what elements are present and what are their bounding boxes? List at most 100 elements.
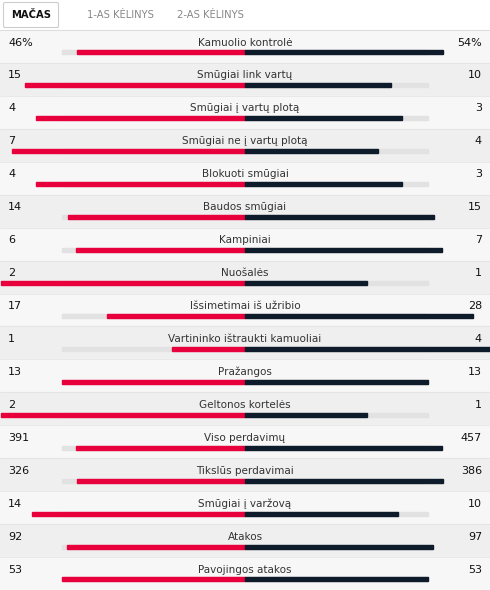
Bar — [36, 182, 245, 186]
Text: Pražangos: Pražangos — [218, 366, 272, 377]
Text: 2: 2 — [8, 400, 15, 410]
Bar — [1, 413, 245, 417]
Bar — [1, 281, 245, 285]
Bar — [0, 392, 490, 425]
Bar — [12, 149, 245, 153]
Bar — [62, 545, 428, 549]
Bar — [62, 380, 428, 384]
Text: 14: 14 — [8, 499, 22, 509]
Text: 15: 15 — [8, 70, 22, 80]
Bar — [0, 96, 490, 129]
Text: 97: 97 — [468, 532, 482, 542]
Bar — [0, 30, 490, 63]
Bar — [0, 294, 490, 326]
Bar — [62, 445, 428, 450]
Bar — [245, 478, 443, 483]
Bar — [76, 50, 245, 54]
Bar — [77, 478, 245, 483]
Bar — [245, 83, 392, 87]
Text: 391: 391 — [8, 433, 29, 443]
Text: Nuošalės: Nuošalės — [221, 268, 269, 278]
Bar — [245, 413, 367, 417]
Text: Išsimetimai iš užribio: Išsimetimai iš užribio — [190, 301, 300, 311]
FancyBboxPatch shape — [3, 2, 58, 28]
Bar — [62, 314, 428, 318]
Text: 457: 457 — [461, 433, 482, 443]
Bar — [36, 116, 245, 120]
Bar — [67, 545, 245, 549]
Bar — [62, 578, 245, 582]
Bar — [62, 347, 428, 351]
Bar — [245, 182, 402, 186]
Bar — [0, 557, 490, 590]
Bar — [62, 478, 428, 483]
Bar — [245, 116, 402, 120]
Bar — [68, 215, 245, 219]
Bar — [245, 512, 397, 516]
Text: 13: 13 — [8, 367, 22, 377]
Text: Smūgiai ne į vartų plotą: Smūgiai ne į vartų plotą — [182, 136, 308, 146]
Text: Viso perdavimų: Viso perdavimų — [204, 433, 286, 443]
Text: 46%: 46% — [8, 38, 33, 48]
Text: 10: 10 — [468, 70, 482, 80]
Bar — [31, 512, 245, 516]
Bar — [0, 0, 490, 30]
Bar — [0, 261, 490, 294]
Text: 17: 17 — [8, 301, 22, 311]
Bar — [0, 129, 490, 162]
Bar — [76, 445, 245, 450]
Bar — [245, 215, 434, 219]
Text: 4: 4 — [8, 169, 15, 179]
Text: 2-AS KĖLINYS: 2-AS KĖLINYS — [176, 10, 244, 20]
Bar — [0, 425, 490, 458]
Bar — [172, 347, 245, 351]
Text: 1: 1 — [8, 334, 15, 344]
Text: Kampiniai: Kampiniai — [219, 235, 271, 245]
Text: 13: 13 — [468, 367, 482, 377]
Bar — [245, 545, 433, 549]
Bar — [62, 50, 428, 54]
Bar — [245, 281, 367, 285]
Bar — [62, 380, 245, 384]
Bar — [62, 512, 428, 516]
Text: 386: 386 — [461, 466, 482, 476]
Bar — [245, 314, 473, 318]
Bar — [107, 314, 245, 318]
Bar — [245, 248, 442, 252]
Bar — [0, 228, 490, 261]
Text: 15: 15 — [468, 202, 482, 212]
Bar — [245, 149, 378, 153]
Bar — [62, 116, 428, 120]
Text: Atakos: Atakos — [227, 532, 263, 542]
Text: 54%: 54% — [457, 38, 482, 48]
Text: Blokuoti smūgiai: Blokuoti smūgiai — [201, 169, 289, 179]
Bar — [245, 445, 442, 450]
Text: 53: 53 — [8, 565, 22, 575]
Text: 14: 14 — [8, 202, 22, 212]
Text: 3: 3 — [475, 169, 482, 179]
Bar — [245, 578, 428, 582]
Bar — [62, 149, 428, 153]
Text: Vartininko ištraukti kamuoliai: Vartininko ištraukti kamuoliai — [169, 334, 321, 344]
Bar — [0, 359, 490, 392]
Text: 1: 1 — [475, 400, 482, 410]
Bar — [0, 491, 490, 524]
Bar — [25, 83, 245, 87]
Text: Smūgiai į varžovą: Smūgiai į varžovą — [198, 499, 292, 509]
Text: Smūgiai į vartų plotą: Smūgiai į vartų plotą — [191, 103, 299, 113]
Text: 28: 28 — [468, 301, 482, 311]
Text: 53: 53 — [468, 565, 482, 575]
Text: Pavojingos atakos: Pavojingos atakos — [198, 565, 292, 575]
Text: Tikslūs perdavimai: Tikslūs perdavimai — [196, 466, 294, 476]
Text: Baudos smūgiai: Baudos smūgiai — [203, 202, 287, 212]
Text: Smūgiai link vartų: Smūgiai link vartų — [197, 70, 293, 80]
Text: MAČAS: MAČAS — [11, 10, 51, 20]
Bar — [62, 578, 428, 582]
Bar — [62, 413, 428, 417]
Bar — [245, 380, 428, 384]
Text: 2: 2 — [8, 268, 15, 278]
Bar — [0, 162, 490, 195]
Bar — [245, 50, 442, 54]
Text: 4: 4 — [8, 103, 15, 113]
Bar — [0, 195, 490, 228]
